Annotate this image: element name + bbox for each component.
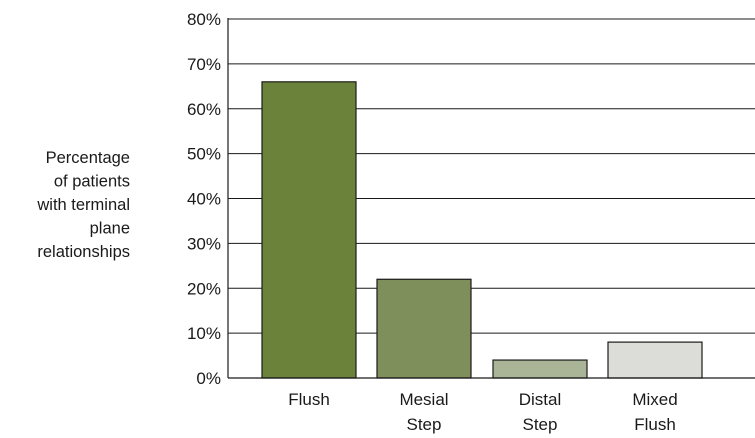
y-tick-label: 10% bbox=[187, 324, 221, 343]
y-tick-label: 80% bbox=[187, 10, 221, 29]
y-tick-label: 30% bbox=[187, 234, 221, 253]
y-tick-label: 0% bbox=[196, 369, 221, 388]
y-axis-label-line: plane bbox=[90, 220, 130, 238]
x-category-label: Mixed bbox=[632, 390, 677, 409]
x-axis-categories: Flush Mesial Step Distal Step Mixed Flush bbox=[288, 390, 677, 434]
x-category-label: Flush bbox=[288, 390, 330, 409]
x-category-label: Step bbox=[523, 415, 558, 434]
y-axis-label-line: of patients bbox=[54, 173, 130, 191]
y-axis-label-line: relationships bbox=[37, 243, 130, 261]
y-axis-label-line: with terminal bbox=[36, 196, 130, 214]
y-axis-label-line: Percentage bbox=[46, 149, 130, 167]
x-category-label: Step bbox=[407, 415, 442, 434]
bar bbox=[376, 278, 472, 379]
y-axis-label: Percentage of patients with terminal plane r… bbox=[36, 149, 130, 261]
y-tick-label: 20% bbox=[187, 279, 221, 298]
y-tick-label: 70% bbox=[187, 55, 221, 74]
y-tick-label: 50% bbox=[187, 145, 221, 164]
bar bbox=[607, 341, 703, 379]
x-category-label: Mesial bbox=[399, 390, 448, 409]
axes bbox=[227, 18, 755, 379]
bars bbox=[261, 81, 703, 379]
x-category-label: Distal bbox=[519, 390, 562, 409]
y-axis-ticks: 0% 10% 20% 30% 40% 50% 60% 70% 80% bbox=[187, 10, 221, 388]
x-category-label: Flush bbox=[634, 415, 676, 434]
bar bbox=[261, 81, 357, 379]
y-tick-label: 60% bbox=[187, 100, 221, 119]
bar bbox=[492, 359, 588, 379]
y-tick-label: 40% bbox=[187, 190, 221, 209]
